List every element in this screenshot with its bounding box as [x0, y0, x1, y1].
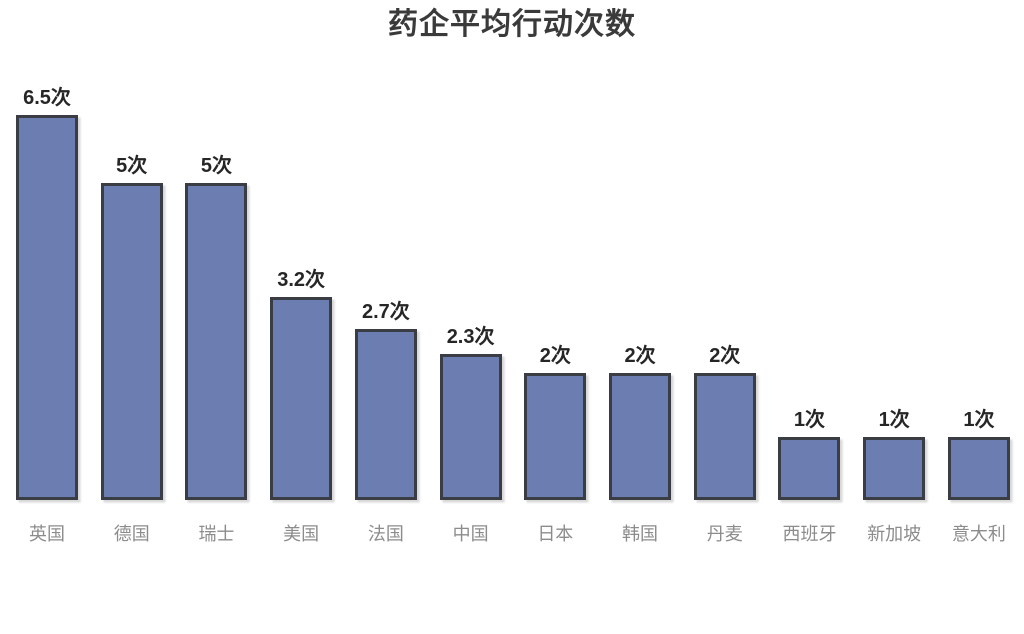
- bar-value-label: 1次: [963, 409, 995, 431]
- bar-value-label: 1次: [793, 409, 826, 431]
- category-label: 瑞士: [198, 524, 235, 544]
- category-label: 西班牙: [782, 524, 837, 544]
- bar-column: 6.5次: [16, 88, 78, 500]
- bar-column: 1次: [778, 88, 841, 500]
- bar-value-label: 2次: [624, 345, 656, 367]
- category-label: 英国: [29, 524, 65, 544]
- bar: [863, 437, 926, 500]
- bar-value-label: 2次: [539, 345, 571, 367]
- bar: [439, 354, 502, 500]
- bar-column: 5次: [185, 88, 248, 500]
- bar-column: 2.3次: [439, 88, 502, 500]
- x-axis-labels: 英国 德国 瑞士 美国 法国 中国 日本 韩国 丹麦 西班牙 新加坡 意大利: [16, 521, 1010, 548]
- bar-value-label: 3.2次: [277, 269, 326, 291]
- category-label: 中国: [452, 524, 489, 544]
- bar-value-label: 2.3次: [446, 326, 495, 348]
- bar-value-label: 1次: [878, 409, 910, 431]
- bar-column: 3.2次: [270, 88, 333, 500]
- bar-value-label: 5次: [116, 155, 148, 177]
- bar: [947, 437, 1010, 500]
- bar: [778, 437, 841, 500]
- bar: [270, 297, 333, 500]
- bar-column: 2.7次: [354, 88, 417, 500]
- bar-column: 1次: [947, 88, 1010, 500]
- bar: [693, 373, 756, 500]
- category-label: 意大利: [951, 524, 1006, 544]
- bar: [100, 183, 163, 500]
- plot-area: 6.5次 5次 5次 3.2次 2.7次 2.3次 2次 2次 2次 1次 1次 1次: [16, 88, 1010, 500]
- bar: [16, 115, 78, 500]
- bar-value-label: 2次: [709, 345, 741, 367]
- category-label: 美国: [283, 524, 320, 544]
- bar-column: 2次: [524, 88, 587, 500]
- bar-column: 1次: [863, 88, 926, 500]
- bar-column: 2次: [609, 88, 672, 500]
- category-label: 日本: [537, 524, 574, 544]
- category-label: 德国: [113, 524, 150, 544]
- category-label: 丹麦: [706, 524, 743, 544]
- category-label: 法国: [367, 524, 404, 544]
- bar-value-label: 2.7次: [361, 301, 410, 323]
- bar-column: 5次: [100, 88, 163, 500]
- bar-value-label: 6.5次: [23, 87, 71, 109]
- chart-title: 药企平均行动次数: [388, 8, 636, 41]
- bar: [524, 373, 587, 500]
- category-label: 韩国: [622, 524, 659, 544]
- category-label: 新加坡: [867, 524, 922, 544]
- bar-column: 2次: [693, 88, 756, 500]
- bar: [185, 183, 248, 500]
- bar: [609, 373, 672, 500]
- bar: [354, 329, 417, 500]
- bar-value-label: 5次: [200, 155, 232, 177]
